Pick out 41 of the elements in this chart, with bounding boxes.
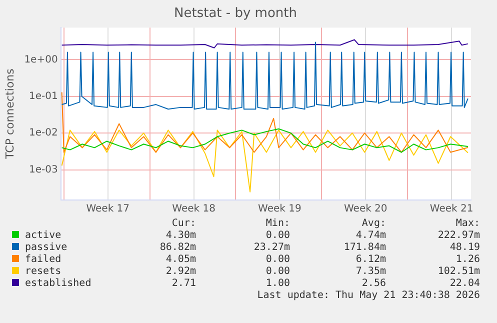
text: 86.82m (158, 242, 196, 254)
x-tick-label: Week 20 (344, 204, 388, 215)
text: Min: (264, 218, 290, 230)
text: Max: (454, 218, 480, 230)
y-tick-label: 1e-02 (28, 128, 58, 139)
chart-title: Netstat - by month (174, 6, 297, 22)
text: 222.97m (436, 230, 480, 242)
text: 4.30m (164, 230, 196, 242)
text: 22.04 (448, 278, 480, 290)
legend-label: failed (24, 254, 62, 266)
text: 48.19 (448, 242, 480, 254)
text: 2.71 (170, 278, 196, 290)
x-tick-label: Week 17 (86, 204, 130, 215)
x-tick-label: Week 18 (172, 204, 216, 215)
legend-label: passive (24, 242, 68, 254)
text: 2.92m (164, 266, 196, 278)
legend-label: active (24, 230, 62, 242)
text: 102.51m (436, 266, 480, 278)
text: Cur: (170, 218, 196, 230)
y-axis-title: TCP connections (3, 68, 16, 160)
text: 7.35m (354, 266, 386, 278)
x-tick-label: Week 19 (258, 204, 302, 215)
text: 0.00 (264, 254, 290, 266)
x-tick-label: Week 21 (430, 204, 474, 215)
text: 6.12m (354, 254, 386, 266)
text: 23.27m (252, 242, 290, 254)
text: 4.05m (164, 254, 196, 266)
y-tick-label: 1e+00 (24, 54, 58, 66)
text: 0.00 (264, 266, 290, 278)
text: 1.00 (264, 278, 290, 290)
legend-label: resets (24, 266, 62, 278)
text: Avg: (360, 218, 386, 230)
text: 0.00 (264, 230, 290, 242)
text: Last update: Thu May 21 23:40:38 2026 (256, 290, 480, 302)
y-tick-label: 1e-01 (28, 90, 58, 102)
y-tick-label: 1e-03 (28, 164, 58, 176)
text: 1.26 (454, 254, 480, 266)
text: 171.84m (342, 242, 386, 254)
text: 2.56 (360, 278, 386, 290)
text: 4.74m (354, 230, 386, 242)
legend-label: established (24, 278, 92, 290)
